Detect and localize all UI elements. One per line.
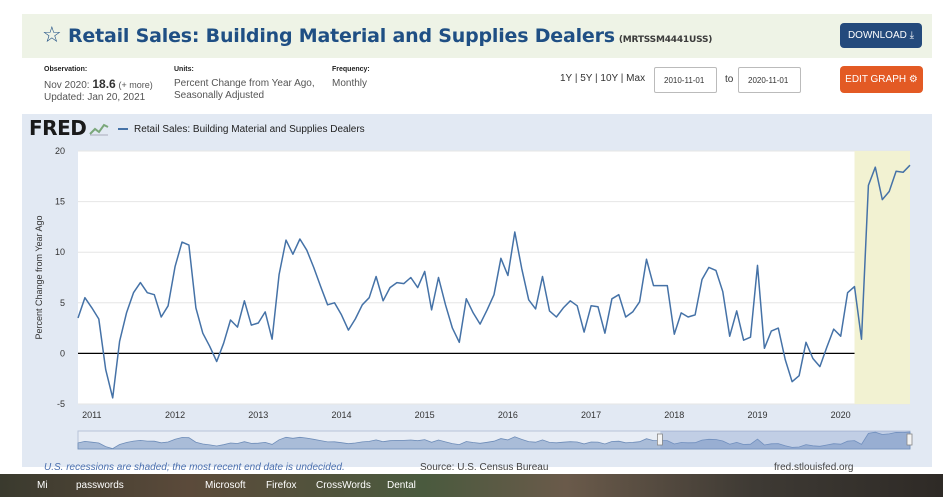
download-label: DOWNLOAD (847, 30, 907, 41)
updated-date: Updated: Jan 20, 2021 (44, 92, 146, 103)
observation-value: 18.6 (92, 77, 116, 91)
fred-logo: FRED (29, 116, 109, 140)
observation-date: Nov 2020: (44, 80, 90, 91)
units-heading: Units: (174, 66, 194, 73)
gear-icon: ⚙ (908, 74, 918, 85)
taskbar-item[interactable]: Firefox (266, 480, 297, 491)
taskbar-item[interactable]: Microsoft (205, 480, 246, 491)
fred-url[interactable]: fred.stlouisfed.org (774, 462, 854, 473)
start-date-input[interactable] (654, 67, 717, 93)
taskbar-item[interactable]: Dental (387, 480, 416, 491)
units-line-2: Seasonally Adjusted (174, 90, 265, 101)
series-title: Retail Sales: Building Material and Supp… (68, 25, 615, 47)
end-date-input[interactable] (738, 67, 801, 93)
fred-logo-text: FRED (29, 116, 87, 140)
range-presets[interactable]: 1Y | 5Y | 10Y | Max (560, 73, 646, 84)
recession-note: U.S. recessions are shaded; the most rec… (44, 462, 345, 473)
download-icon: ⤓ (909, 30, 915, 41)
units-line-1: Percent Change from Year Ago, (174, 78, 315, 89)
source-link[interactable]: Source: U.S. Census Bureau (420, 462, 549, 473)
star-icon[interactable]: ☆ (42, 22, 62, 47)
page-title: Retail Sales: Building Material and Supp… (68, 25, 712, 47)
more-observations-link[interactable]: (+ more) (118, 80, 153, 90)
date-to-label: to (725, 74, 734, 85)
chart-panel: FRED Retail Sales: Building Material and… (22, 114, 932, 467)
frequency-block: Frequency: Monthly (332, 64, 370, 90)
taskbar-item[interactable]: CrossWords (316, 480, 371, 491)
legend-label: Retail Sales: Building Material and Supp… (134, 124, 365, 135)
taskbar-item[interactable]: Mi (37, 480, 48, 491)
os-taskbar (0, 474, 943, 497)
legend-swatch (118, 128, 128, 131)
fred-chart-icon (89, 123, 109, 136)
units-block: Units: Percent Change from Year Ago, Sea… (174, 64, 315, 102)
series-title-bar: ☆ Retail Sales: Building Material and Su… (22, 14, 932, 58)
series-code: (MRTSSM4441USS) (618, 35, 713, 45)
edit-graph-label: EDIT GRAPH (845, 74, 907, 85)
chart-legend: Retail Sales: Building Material and Supp… (118, 124, 365, 135)
taskbar-item[interactable]: passwords (76, 480, 124, 491)
frequency-heading: Frequency: (332, 66, 370, 73)
observation-block: Observation: Nov 2020: 18.6 (+ more) Upd… (44, 64, 153, 104)
observation-heading: Observation: (44, 66, 88, 73)
download-button[interactable]: DOWNLOAD ⤓ (840, 23, 922, 48)
edit-graph-button[interactable]: EDIT GRAPH ⚙ (840, 66, 923, 93)
frequency-value: Monthly (332, 78, 368, 89)
